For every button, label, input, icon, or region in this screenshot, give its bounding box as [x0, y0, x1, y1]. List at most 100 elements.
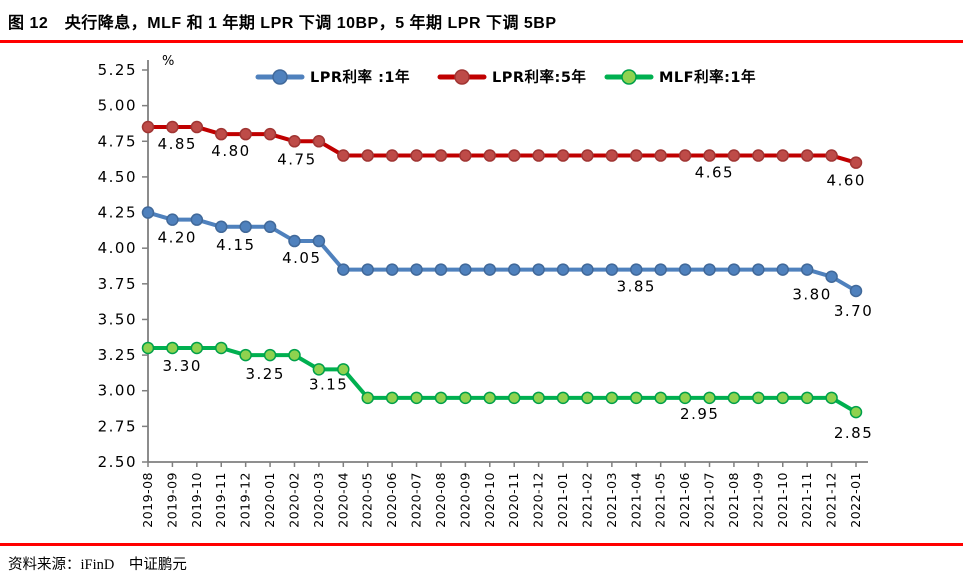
x-tick-label: 2020-05: [360, 472, 375, 528]
lpr-5y-marker: [800, 149, 814, 162]
rate-line-chart: 2.50 2.75 3.00 3.25 3.50 3.75 4.00 4.25 4.50 4.75…: [98, 54, 872, 528]
x-tick-label: 2021-10: [775, 472, 790, 528]
mlf-1y-marker: [581, 391, 594, 405]
x-tick-label: 2020-09: [457, 472, 472, 528]
lpr-1y-marker: [752, 263, 765, 276]
lpr-1y-marker: [483, 263, 497, 276]
x-tick-label: 2020-10: [482, 472, 497, 528]
lpr-5y-marker: [849, 156, 863, 169]
mlf-1y-marker: [654, 391, 667, 405]
mlf-1y-marker: [532, 391, 545, 405]
x-tick-label: 2021-12: [824, 472, 839, 528]
y-tick-label: 2.50: [98, 453, 137, 471]
lpr-5y-marker: [361, 149, 374, 162]
figure-title: 图 12 央行降息，MLF 和 1 年期 LPR 下调 10BP，5 年期 LP…: [8, 15, 557, 32]
lpr-5y-marker: [288, 135, 301, 148]
lpr-5y-marker: [434, 149, 448, 162]
mlf-1y-marker: [141, 341, 155, 355]
mlf-1y-marker: [727, 391, 741, 405]
lpr-5y-marker: [312, 135, 326, 148]
lpr-5y-value-label: 4.75: [277, 150, 316, 168]
lpr-1y-marker: [605, 263, 619, 276]
mlf-1y-marker: [410, 391, 423, 405]
lpr-1y-marker: [825, 270, 838, 283]
lpr-5y-marker: [239, 127, 252, 141]
lpr-1y-marker: [703, 263, 716, 276]
lpr-1y-marker: [337, 263, 350, 276]
lpr-1y-marker: [581, 263, 594, 276]
lpr-1y-marker: [361, 263, 374, 276]
mlf-1y-marker: [678, 391, 692, 405]
lpr-1y-marker: [385, 263, 399, 276]
mlf-1y-marker: [263, 348, 277, 362]
lpr-5y-line: [146, 125, 858, 165]
lpr-5y-marker: [507, 149, 521, 162]
x-tick-label: 2020-07: [409, 472, 424, 528]
lpr-1y-value-label: 3.80: [792, 286, 831, 304]
x-tick-label: 2021-07: [702, 472, 717, 528]
lpr-1y-marker: [654, 263, 667, 276]
mlf-1y-marker: [166, 341, 179, 355]
lpr-1y-marker: [239, 220, 252, 234]
lpr-1y-legend-label: LPR利率 :1年: [310, 68, 410, 86]
mlf-1y-marker: [800, 391, 814, 405]
y-tick-label: 5.25: [98, 61, 137, 79]
lpr-5y-marker: [214, 127, 228, 141]
series-mlf-1y: 3.30 3.25 3.15 2.95 2.85: [141, 341, 872, 442]
series-lpr-1y: 4.20 4.15 4.05 3.85 3.803.70: [141, 206, 872, 320]
x-tick-label: 2021-08: [726, 472, 741, 528]
mlf-1y-legend-label: MLF利率:1年: [659, 68, 756, 86]
lpr-1y-marker: [849, 284, 863, 298]
lpr-1y-marker: [630, 263, 643, 276]
top-accent-rule: [0, 40, 963, 43]
mlf-1y-value-label: 2.95: [680, 405, 719, 423]
y-tick-label: 4.50: [98, 168, 137, 186]
x-axis-ticks: 2019-08 2019-09 2019-10 2019-11 2019-12 2020-…: [140, 462, 863, 528]
x-tick-label: 2020-03: [311, 472, 326, 528]
x-tick-label: 2020-01: [262, 472, 277, 528]
x-tick-label: 2021-06: [677, 472, 692, 528]
mlf-1y-marker: [556, 391, 570, 405]
y-axis-unit: %: [162, 54, 174, 69]
mlf-1y-marker: [752, 391, 765, 405]
lpr-5y-marker: [703, 149, 716, 162]
mlf-1y-marker: [776, 391, 790, 405]
x-tick-label: 2021-05: [653, 472, 668, 528]
legend-item-lpr-1y: LPR利率 :1年: [255, 68, 410, 86]
bottom-accent-rule: [0, 543, 963, 546]
legend-item-mlf-1y: MLF利率:1年: [604, 68, 756, 86]
lpr-1y-marker: [288, 234, 301, 248]
mlf-1y-value-label: 3.25: [245, 365, 284, 383]
lpr-1y-marker: [678, 263, 692, 276]
mlf-1y-marker: [214, 341, 228, 355]
lpr-5y-marker: [776, 149, 790, 162]
x-tick-label: 2019-08: [140, 472, 155, 528]
mlf-1y-marker: [630, 391, 643, 405]
lpr-1y-value-label: 3.85: [617, 278, 656, 296]
mlf-1y-marker: [507, 391, 521, 405]
x-tick-label: 2019-10: [189, 472, 204, 528]
lpr-5y-marker: [190, 120, 204, 134]
y-tick-label: 3.00: [98, 382, 137, 400]
lpr-5y-marker: [581, 149, 594, 162]
lpr-5y-marker: [654, 149, 667, 162]
y-tick-label: 4.00: [98, 239, 137, 257]
y-tick-label: 3.75: [98, 275, 137, 293]
y-axis-ticks: 2.50 2.75 3.00 3.25 3.50 3.75 4.00 4.25 4.50 4.75…: [98, 54, 175, 471]
lpr-5y-value-label: 4.80: [211, 142, 250, 160]
x-tick-label: 2022-01: [848, 472, 863, 528]
x-tick-label: 2021-03: [604, 472, 619, 528]
x-tick-label: 2020-02: [286, 472, 301, 528]
series-lpr-5y: 4.85 4.80 4.75 4.65 4.60: [141, 120, 866, 190]
lpr-5y-value-label: 4.65: [695, 164, 734, 182]
x-tick-label: 2020-04: [335, 472, 350, 528]
mlf-1y-marker: [849, 405, 863, 419]
mlf-1y-marker: [434, 391, 448, 405]
lpr-1y-marker: [434, 263, 448, 276]
lpr-1y-marker: [507, 263, 521, 276]
lpr-1y-marker: [800, 263, 814, 276]
lpr-5y-value-label: 4.85: [158, 135, 197, 153]
lpr-5y-value-label: 4.60: [827, 172, 866, 190]
lpr-1y-marker: [727, 263, 741, 276]
